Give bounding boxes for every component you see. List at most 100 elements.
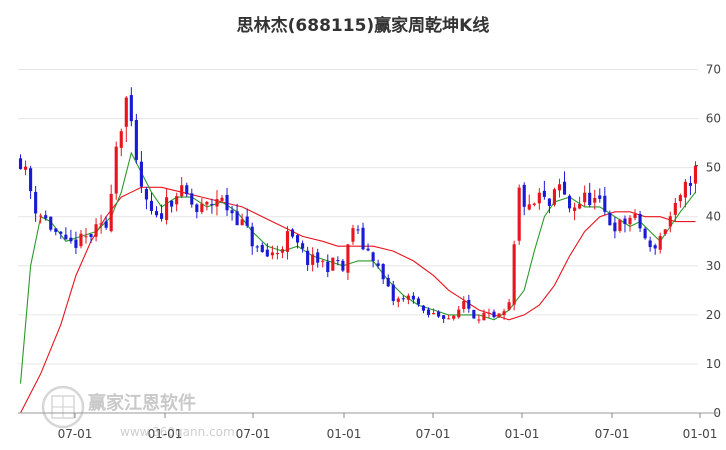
candle: [628, 215, 632, 232]
candle: [245, 208, 249, 229]
candle: [406, 293, 410, 305]
candle: [84, 227, 88, 244]
candle: [487, 308, 491, 318]
candle: [547, 198, 551, 214]
candle: [613, 217, 617, 239]
candle: [386, 274, 390, 288]
candle: [265, 243, 269, 258]
candle: [39, 213, 43, 224]
candle: [316, 248, 320, 268]
x-tick-label: 07-01: [595, 427, 630, 441]
x-tick-label: 01-01: [327, 427, 362, 441]
watermark-url: www.360gann.com: [120, 425, 235, 439]
ma-short-path: [19, 151, 696, 384]
candle: [275, 245, 279, 260]
candle: [270, 245, 274, 260]
candle: [366, 243, 370, 252]
candles: [18, 87, 698, 324]
candle: [195, 203, 199, 219]
candle: [114, 141, 118, 200]
ma-short-line: [19, 151, 696, 384]
candle: [134, 113, 138, 164]
candle: [311, 247, 315, 272]
watermark: 赢家江恩软件 www.360gann.com: [41, 385, 235, 439]
candle: [663, 228, 667, 236]
candle: [532, 202, 536, 207]
candle: [588, 182, 592, 208]
candle: [381, 263, 385, 285]
candle: [557, 178, 562, 198]
candle: [678, 193, 682, 208]
candle: [507, 298, 511, 311]
candle: [255, 244, 259, 253]
candle: [598, 188, 602, 203]
candle: [129, 87, 133, 127]
candle: [567, 194, 572, 213]
candle: [522, 182, 526, 216]
candle: [467, 294, 471, 313]
candle: [673, 198, 677, 223]
candle: [200, 198, 204, 215]
candle: [190, 188, 194, 208]
candle: [492, 309, 496, 319]
candle: [426, 307, 431, 318]
candle: [401, 295, 405, 302]
candle: [170, 200, 174, 213]
candle: [23, 160, 28, 176]
candle: [437, 310, 441, 318]
candle: [442, 314, 446, 324]
candle: [94, 218, 98, 242]
chart-title: 思林杰(688115)赢家周乾坤K线: [237, 15, 490, 36]
candle: [688, 175, 693, 196]
candle: [416, 296, 421, 307]
x-tick-label: 07-01: [416, 427, 451, 441]
candle: [447, 314, 451, 320]
candle: [457, 305, 461, 319]
y-tick-label: 50: [706, 161, 721, 175]
grid: [18, 69, 698, 414]
y-tick-label: 10: [706, 357, 721, 371]
watermark-logo-text: 赢家江恩软件: [88, 392, 196, 414]
candle: [159, 204, 164, 222]
candle: [653, 243, 657, 255]
candle: [608, 210, 612, 226]
candle: [623, 215, 627, 233]
x-axis: 07-01 01-01 07-01 01-01 07-01 01-01 07-01 01-01: [18, 412, 718, 441]
candle: [583, 185, 587, 207]
y-tick-label: 30: [706, 259, 721, 273]
candle: [618, 218, 622, 233]
candle: [593, 189, 597, 210]
candle: [225, 187, 229, 217]
candle: [462, 296, 466, 313]
candle: [477, 314, 481, 324]
candle: [240, 213, 244, 226]
candle: [421, 304, 426, 314]
candle: [74, 231, 78, 255]
x-tick-label: 07-01: [58, 427, 93, 441]
candle: [215, 190, 219, 216]
candle: [552, 187, 557, 207]
candle: [472, 309, 476, 319]
candle: [29, 165, 33, 199]
candle: [109, 184, 113, 233]
candle: [648, 236, 652, 252]
y-tick-label: 20: [706, 308, 721, 322]
candle: [18, 154, 23, 170]
candle: [180, 177, 184, 199]
x-tick-label: 01-01: [505, 427, 540, 441]
candle: [99, 214, 103, 234]
candle: [64, 227, 68, 240]
candle: [260, 242, 264, 253]
candle: [356, 225, 360, 234]
candle: [578, 196, 582, 210]
candle: [411, 292, 415, 304]
candle: [517, 184, 521, 245]
candle: [285, 226, 290, 260]
candle: [220, 194, 224, 204]
candle: [175, 192, 179, 212]
candle: [638, 210, 642, 233]
candle: [44, 210, 48, 221]
candle: [235, 203, 239, 226]
